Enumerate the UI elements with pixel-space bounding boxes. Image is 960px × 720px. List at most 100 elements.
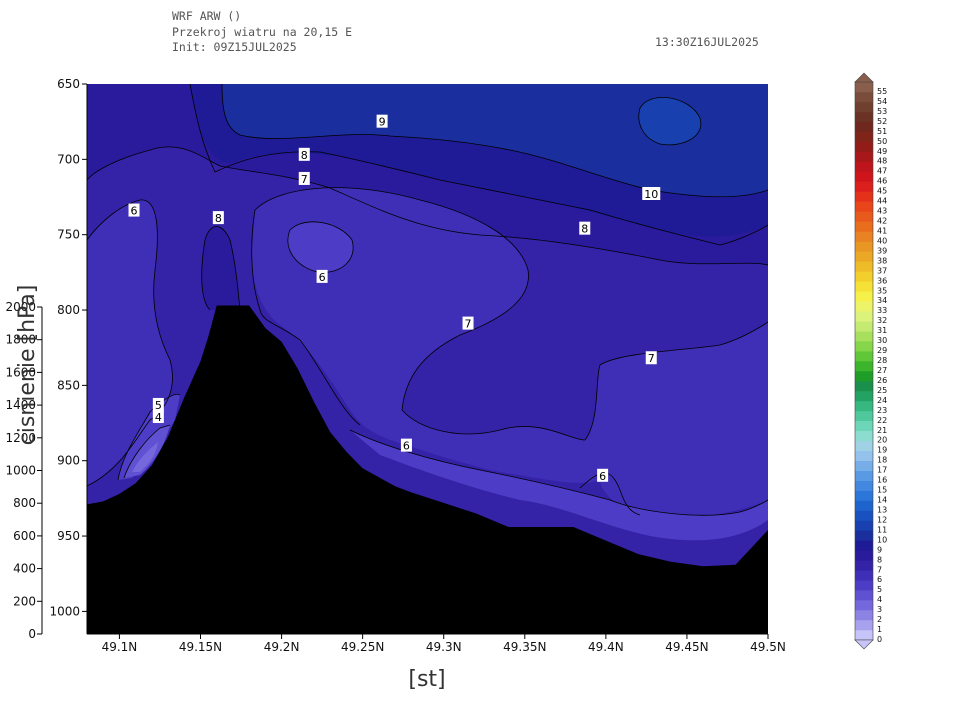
contour-label-box	[298, 147, 310, 161]
colorbar-label: 32	[877, 316, 887, 325]
height-tick-label: 1800	[5, 333, 36, 347]
colorbar-swatch	[855, 271, 873, 282]
height-axis: 0 200 400 600 800 1000 1200 1400 1600 1800 2000	[5, 300, 43, 641]
colorbar-swatch	[855, 490, 873, 501]
contour-label-box	[376, 114, 388, 128]
colorbar-swatch	[855, 400, 873, 412]
colorbar-swatch	[855, 580, 873, 591]
contour-line-5-left	[117, 393, 181, 481]
height-tick-label: 0	[28, 627, 36, 641]
colorbar-label: 17	[877, 466, 887, 475]
colorbar-label: 16	[877, 476, 887, 485]
colorbar-swatch	[855, 460, 873, 471]
pressure-tick-label: 800	[57, 303, 80, 317]
contour-label-box	[400, 438, 412, 452]
colorbar-swatch	[855, 191, 873, 202]
colorbar-label: 20	[877, 436, 887, 445]
contour-label: 6	[131, 205, 138, 218]
colorbar-label: 1	[877, 625, 882, 634]
colorbar-label: 33	[877, 306, 887, 315]
contour-label: 6	[319, 271, 326, 284]
colorbar-label: 11	[877, 525, 887, 534]
contour-label: 8	[301, 149, 308, 162]
colorbar-swatch	[855, 131, 873, 143]
height-tick-label: 1000	[5, 464, 36, 478]
colorbar-label: 13	[877, 505, 887, 514]
contour-label-box	[645, 351, 657, 365]
colorbar-swatch	[855, 370, 873, 382]
contour-label: 8	[215, 212, 222, 225]
colorbar-swatch	[855, 610, 873, 621]
chart-title: Przekroj wiatru na 20,15 E	[172, 25, 352, 39]
contour-label-box	[642, 187, 661, 200]
colorbar-swatch	[855, 291, 873, 302]
x-axis-title: [st]	[408, 667, 445, 692]
colorbar-swatch	[855, 331, 873, 342]
lat-tick-label: 49.25N	[341, 640, 384, 654]
colorbar-swatch	[855, 510, 873, 521]
colorbar-label: 26	[877, 376, 887, 385]
height-tick-label: 200	[13, 594, 36, 608]
contour-label: 8	[581, 223, 588, 236]
colorbar-swatch	[855, 410, 873, 422]
colorbar-label: 47	[877, 167, 887, 176]
contour-line-6-center-2	[251, 209, 361, 426]
contour-line-6-valley	[349, 429, 768, 516]
contour-label: 4	[155, 411, 162, 424]
contour-label: 5	[155, 399, 162, 412]
colorbar-swatch	[855, 251, 873, 262]
colorbar-swatch	[855, 101, 873, 113]
contour-label-box	[152, 397, 164, 411]
height-tick-label: 600	[13, 529, 36, 543]
contour-label-box	[128, 203, 140, 217]
latitude-axis: 49.1N 49.15N 49.2N 49.25N 49.3N 49.35N 49.4N 49…	[87, 633, 786, 654]
contour-line-4-left	[123, 424, 171, 479]
pressure-tick-label: 650	[57, 77, 80, 91]
pressure-tick-label: 900	[57, 454, 80, 468]
colorbar-swatch	[855, 82, 873, 93]
colorbar-swatch	[855, 341, 873, 352]
height-tick-label: 1400	[5, 398, 36, 412]
height-tick-label: 1200	[5, 431, 36, 445]
colorbar-swatch	[855, 550, 873, 561]
contour-label-box	[579, 221, 591, 235]
colorbar-label: 55	[877, 87, 887, 96]
colorbar-label: 21	[877, 426, 887, 435]
contour-label-box	[597, 468, 609, 482]
colorbar-swatch	[855, 630, 873, 641]
contour-line-8	[87, 146, 768, 266]
colorbar-label: 29	[877, 346, 887, 355]
colorbar-swatch	[855, 530, 873, 541]
colorbar-label: 52	[877, 117, 887, 126]
colorbar-swatch	[855, 440, 873, 451]
lat-tick-label: 49.2N	[264, 640, 300, 654]
pressure-tick-label: 1000	[49, 604, 80, 618]
contour-label: 9	[379, 116, 386, 129]
pressure-tick-label: 750	[57, 228, 80, 242]
contour-line-11	[638, 97, 702, 146]
pressure-tick-label: 950	[57, 529, 80, 543]
contour-line-6-small	[287, 221, 354, 273]
colorbar-max-arrow	[854, 72, 874, 83]
wind-area-6-center	[251, 187, 768, 519]
colorbar-label: 49	[877, 147, 887, 156]
contour-label: 7	[648, 352, 655, 365]
colorbar-swatch	[855, 221, 873, 232]
lat-tick-label: 49.35N	[503, 640, 546, 654]
colorbar-label: 34	[877, 296, 887, 305]
colorbar-swatch	[855, 520, 873, 531]
colorbar-swatch	[855, 231, 873, 242]
colorbar-swatch	[855, 311, 873, 322]
colorbar-label: 43	[877, 207, 887, 216]
colorbar-swatch	[855, 560, 873, 571]
lat-tick-label: 49.5N	[750, 640, 786, 654]
colorbar-label: 27	[877, 366, 887, 375]
colorbar-swatch	[855, 121, 873, 133]
model-title: WRF ARW ()	[172, 9, 241, 23]
pressure-tick-label: 700	[57, 152, 80, 166]
height-tick-label: 2000	[5, 300, 36, 314]
terrain-mask	[87, 305, 768, 634]
colorbar-swatch	[855, 321, 873, 332]
colorbar-label: 9	[877, 545, 882, 554]
colorbar-swatch	[855, 430, 873, 442]
